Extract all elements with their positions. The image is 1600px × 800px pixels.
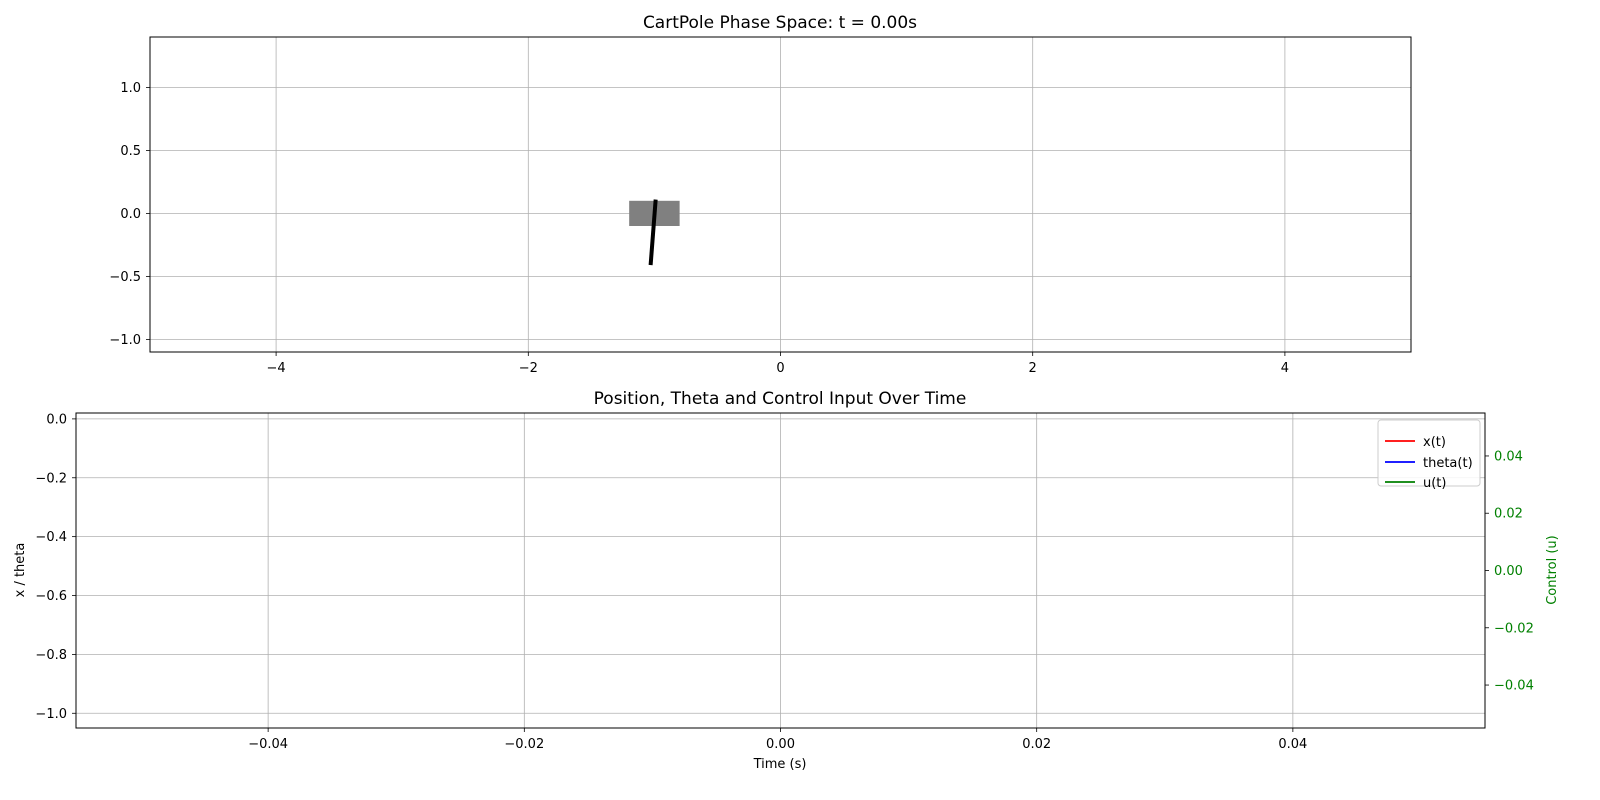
y2-tick-label: −0.02 bbox=[1494, 621, 1534, 636]
y-tick-label: 0.0 bbox=[120, 207, 141, 222]
y-tick-label: −1.0 bbox=[109, 333, 141, 348]
y-tick-label: −0.2 bbox=[35, 471, 67, 486]
time-series-chart: Position, Theta and Control Input Over T… bbox=[13, 389, 1560, 772]
y-tick-label: 0.0 bbox=[46, 412, 67, 427]
y-tick-label: 0.5 bbox=[120, 144, 141, 159]
x-tick-label: 0 bbox=[776, 361, 784, 376]
x-axis-label: Time (s) bbox=[753, 757, 807, 772]
legend-label-u: u(t) bbox=[1423, 476, 1446, 491]
y2-tick-label: −0.04 bbox=[1494, 679, 1534, 694]
y-tick-label: −0.6 bbox=[35, 589, 67, 604]
legend: x(t) theta(t) u(t) bbox=[1377, 419, 1481, 491]
y2-axis-label: Control (u) bbox=[1545, 535, 1560, 605]
y-tick-label: −0.5 bbox=[109, 270, 141, 285]
y2-tick-label: 0.02 bbox=[1494, 507, 1523, 522]
legend-label-x: x(t) bbox=[1423, 435, 1446, 450]
time-series-ticks: −0.04 −0.02 0.00 0.02 0.04 0.0 −0.2 −0.4 −0.6 −0.… bbox=[35, 412, 1533, 752]
x-tick-label: 2 bbox=[1029, 361, 1037, 376]
x-tick-label: −0.04 bbox=[248, 737, 288, 752]
x-tick-label: 0.02 bbox=[1022, 737, 1051, 752]
y-tick-label: 1.0 bbox=[120, 81, 141, 96]
x-tick-label: 0.04 bbox=[1278, 737, 1307, 752]
legend-box bbox=[1377, 419, 1481, 487]
x-tick-label: −0.02 bbox=[504, 737, 544, 752]
phase-space-frame bbox=[149, 36, 1412, 353]
x-tick-label: −4 bbox=[267, 361, 286, 376]
time-series-title: Position, Theta and Control Input Over T… bbox=[594, 389, 967, 409]
legend-label-theta: theta(t) bbox=[1423, 456, 1473, 471]
y2-tick-label: 0.00 bbox=[1494, 564, 1523, 579]
y-tick-label: −0.8 bbox=[35, 648, 67, 663]
y-axis-label: x / theta bbox=[13, 543, 28, 598]
phase-space-ticks: −4 −2 0 2 4 1.0 0.5 0.0 −0.5 −1.0 bbox=[109, 81, 1289, 376]
phase-space-title: CartPole Phase Space: t = 0.00s bbox=[643, 13, 917, 33]
y-tick-label: −0.4 bbox=[35, 530, 67, 545]
pole bbox=[648, 199, 658, 266]
x-tick-label: 0.00 bbox=[766, 737, 795, 752]
time-series-frame bbox=[75, 412, 1486, 729]
x-tick-label: 4 bbox=[1281, 361, 1289, 376]
phase-space-chart: CartPole Phase Space: t = 0.00s −4 −2 0 2 4 1… bbox=[109, 13, 1412, 376]
y-tick-label: −1.0 bbox=[35, 707, 67, 722]
phase-space-grid bbox=[150, 37, 1411, 352]
y2-tick-label: 0.04 bbox=[1494, 449, 1523, 464]
phase-space-marks bbox=[629, 199, 680, 266]
time-series-grid bbox=[76, 413, 1485, 728]
x-tick-label: −2 bbox=[519, 361, 538, 376]
